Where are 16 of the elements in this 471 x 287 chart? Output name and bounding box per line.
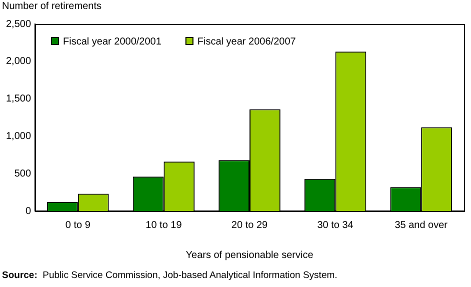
y-tick-label: 2,000 bbox=[6, 56, 32, 68]
y-tick-label: 0 bbox=[25, 206, 32, 217]
x-tick-label: 20 to 29 bbox=[231, 220, 268, 231]
y-tick-label: 2,500 bbox=[6, 18, 32, 30]
y-axis-title: Number of retirements bbox=[2, 1, 102, 12]
x-axis-title: Years of pensionable service bbox=[186, 250, 314, 261]
y-tick-label: 500 bbox=[14, 168, 32, 180]
y-tick-label: 1,500 bbox=[6, 94, 32, 105]
y-tick-label: 1,000 bbox=[6, 130, 32, 142]
legend-label: Fiscal year 2006/2007 bbox=[197, 36, 296, 48]
x-tick-label: 10 to 19 bbox=[146, 220, 182, 231]
source-note: Source: Public Service Commission, Job-based Analytical Information System. bbox=[2, 270, 338, 281]
legend-label: Fiscal year 2000/2001 bbox=[63, 36, 162, 48]
x-tick-label: 35 and over bbox=[394, 220, 448, 231]
x-tick-label: 30 to 34 bbox=[317, 220, 354, 231]
x-tick-label: 0 to 9 bbox=[65, 220, 91, 231]
